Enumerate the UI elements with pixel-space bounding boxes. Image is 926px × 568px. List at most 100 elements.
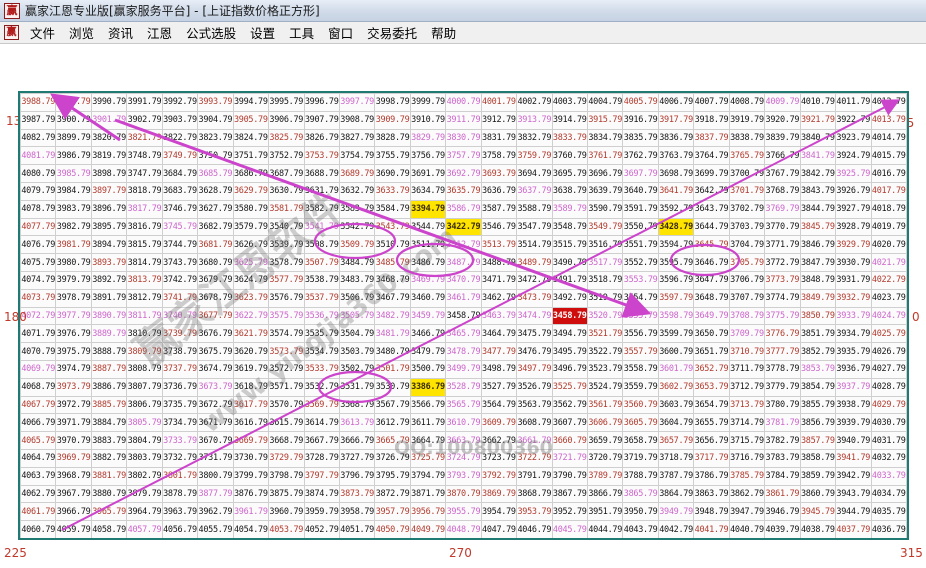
grid-cell[interactable]: 3673.79 (197, 377, 234, 397)
grid-cell[interactable]: 3833.79 (551, 128, 589, 148)
grid-cell[interactable]: 4029.79 (870, 395, 907, 415)
grid-cell[interactable]: 3806.79 (126, 395, 163, 415)
grid-cell[interactable]: 4036.79 (870, 520, 907, 538)
grid-cell[interactable]: 3830.79 (445, 128, 482, 148)
grid-cell[interactable]: 3883.79 (90, 431, 128, 450)
grid-cell[interactable]: 3470.79 (445, 270, 482, 290)
grid-cell[interactable]: 3601.79 (657, 359, 695, 379)
grid-cell[interactable]: 3939.79 (835, 413, 872, 433)
grid-cell[interactable]: 4034.79 (870, 484, 907, 504)
menu-item-file[interactable]: 文件 (30, 26, 56, 41)
grid-cell[interactable]: 3996.79 (303, 93, 340, 112)
grid-cell[interactable]: 3729.79 (268, 448, 305, 468)
grid-cell[interactable]: 3735.79 (161, 395, 199, 415)
grid-cell[interactable]: 3900.79 (55, 110, 92, 130)
grid-cell[interactable]: 3469.79 (409, 270, 447, 290)
grid-cell[interactable]: 3743.79 (161, 253, 199, 272)
grid-cell[interactable]: 3936.79 (835, 359, 872, 379)
grid-cell[interactable]: 3990.79 (90, 93, 128, 112)
grid-cell[interactable]: 3685.79 (197, 164, 234, 183)
grid-cell[interactable]: 3559.79 (622, 377, 659, 397)
grid-cell[interactable]: 3811.79 (126, 306, 163, 326)
grid-cell[interactable]: 4071.79 (20, 324, 57, 344)
grid-cell[interactable]: 3697.79 (622, 164, 659, 183)
grid-cell[interactable]: 3684.79 (161, 164, 199, 183)
grid-cell[interactable]: 3940.79 (835, 431, 872, 450)
grid-cell[interactable]: 3805.79 (126, 413, 163, 433)
grid-cell[interactable]: 3742.79 (161, 270, 199, 290)
grid-cell[interactable]: 3918.79 (693, 110, 730, 130)
grid-cell[interactable]: 3817.79 (126, 199, 163, 219)
grid-cell[interactable]: 4019.79 (870, 217, 907, 237)
grid-cell[interactable]: 4007.79 (693, 93, 730, 112)
grid-cell[interactable]: 3726.79 (374, 448, 411, 468)
grid-cell[interactable]: 3782.79 (764, 431, 801, 450)
grid-cell[interactable]: 3544.79 (409, 217, 447, 237)
grid-cell[interactable]: 3668.79 (268, 431, 305, 450)
grid-cell[interactable]: 3797.79 (303, 466, 340, 486)
grid-cell[interactable]: 3801.79 (161, 466, 199, 486)
grid-cell[interactable]: 4008.79 (728, 93, 766, 112)
grid-cell[interactable]: 3540.79 (268, 217, 305, 237)
grid-cell[interactable]: 4062.79 (20, 484, 57, 504)
grid-cell[interactable]: 3640.79 (622, 181, 659, 201)
grid-cell[interactable]: 4080.79 (20, 164, 57, 183)
grid-cell[interactable]: 3913.79 (516, 110, 553, 130)
grid-cell[interactable]: 3651.79 (693, 342, 730, 361)
grid-cell[interactable]: 3756.79 (409, 146, 447, 166)
grid-cell-turning-point[interactable]: 3422.79 (445, 217, 482, 237)
grid-cell[interactable]: 3667.79 (303, 431, 340, 450)
grid-cell[interactable]: 3611.79 (409, 413, 447, 433)
grid-cell[interactable]: 3860.79 (799, 484, 837, 504)
grid-cell[interactable]: 3867.79 (551, 484, 589, 504)
grid-cell[interactable]: 3778.79 (764, 359, 801, 379)
grid-cell[interactable]: 3703.79 (728, 217, 766, 237)
grid-cell[interactable]: 3978.79 (55, 288, 92, 308)
grid-cell[interactable]: 4030.79 (870, 413, 907, 433)
grid-cell[interactable]: 3608.79 (516, 413, 553, 433)
grid-cell[interactable]: 3586.79 (445, 199, 482, 219)
grid-cell[interactable]: 3681.79 (197, 235, 234, 255)
grid-cell[interactable]: 3946.79 (764, 502, 801, 522)
grid-cell[interactable]: 3536.79 (303, 306, 340, 326)
grid-cell[interactable]: 3623.79 (232, 288, 270, 308)
grid-cell[interactable]: 3607.79 (551, 413, 589, 433)
grid-cell[interactable]: 3619.79 (232, 359, 270, 379)
grid-cell[interactable]: 3878.79 (161, 484, 199, 504)
grid-cell[interactable]: 3534.79 (303, 342, 340, 361)
grid-cell[interactable]: 3625.79 (232, 253, 270, 272)
grid-cell[interactable]: 4078.79 (20, 199, 57, 219)
grid-cell[interactable]: 4013.79 (870, 110, 907, 130)
grid-cell[interactable]: 3787.79 (657, 466, 695, 486)
grid-cell[interactable]: 3694.79 (516, 164, 553, 183)
grid-cell[interactable]: 3460.79 (409, 288, 447, 308)
grid-cell[interactable]: 3692.79 (445, 164, 482, 183)
grid-cell[interactable]: 3873.79 (338, 484, 376, 504)
grid-cell[interactable]: 3760.79 (551, 146, 589, 166)
grid-cell[interactable]: 3775.79 (764, 306, 801, 326)
grid-cell[interactable]: 3661.79 (516, 431, 553, 450)
grid-cell[interactable]: 3675.79 (197, 342, 234, 361)
grid-cell[interactable]: 3652.79 (693, 359, 730, 379)
grid-cell[interactable]: 3877.79 (197, 484, 234, 504)
grid-cell[interactable]: 3677.79 (197, 306, 234, 326)
grid-cell[interactable]: 3526.79 (516, 377, 553, 397)
grid-cell[interactable]: 3839.79 (764, 128, 801, 148)
grid-cell[interactable]: 4079.79 (20, 181, 57, 201)
grid-cell[interactable]: 3580.79 (232, 199, 270, 219)
grid-cell[interactable]: 3516.79 (586, 235, 624, 255)
grid-cell[interactable]: 3630.79 (268, 181, 305, 201)
grid-cell[interactable]: 3765.79 (728, 146, 766, 166)
grid-cell[interactable]: 3582.79 (303, 199, 340, 219)
grid-cell[interactable]: 3838.79 (728, 128, 766, 148)
grid-cell[interactable]: 3842.79 (799, 164, 837, 183)
grid-cell[interactable]: 3571.79 (268, 377, 305, 397)
grid-cell[interactable]: 3926.79 (835, 181, 872, 201)
grid-cell[interactable]: 3676.79 (197, 324, 234, 344)
grid-cell[interactable]: 3737.79 (161, 359, 199, 379)
grid-cell[interactable]: 3812.79 (126, 288, 163, 308)
grid-cell[interactable]: 3719.79 (622, 448, 659, 468)
grid-cell[interactable]: 4044.79 (586, 520, 624, 538)
grid-cell[interactable]: 3761.79 (586, 146, 624, 166)
grid-cell[interactable]: 3614.79 (303, 413, 340, 433)
